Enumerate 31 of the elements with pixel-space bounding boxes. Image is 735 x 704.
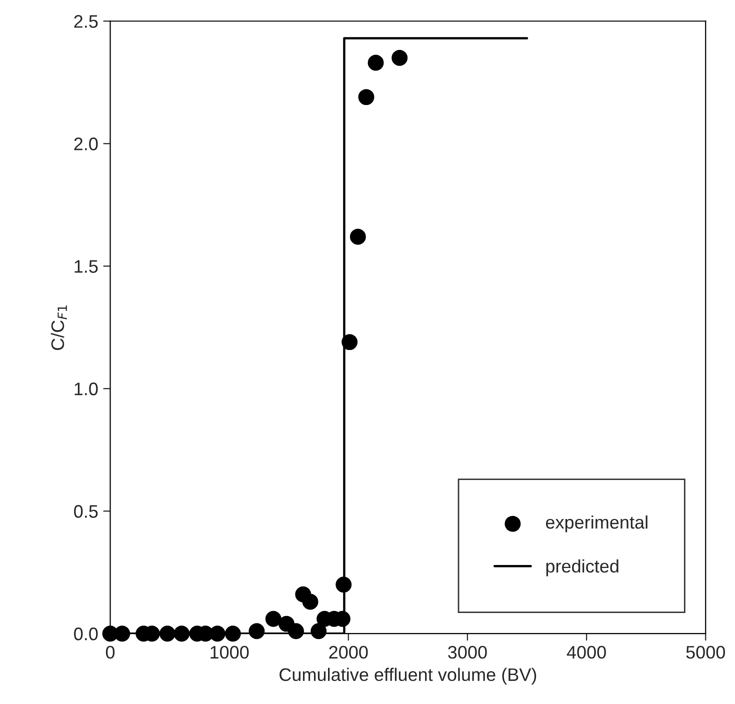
x-tick-label: 4000: [566, 646, 606, 659]
point: [368, 54, 384, 71]
point: [342, 334, 358, 350]
y-axis-title: C/C$_{F1}$: [50, 306, 67, 350]
x-tick-label: 3000: [448, 646, 487, 659]
point: [224, 626, 241, 642]
x-tick-label: 1000: [210, 646, 249, 659]
point: [310, 623, 327, 640]
point: [265, 610, 282, 627]
point: [288, 623, 304, 640]
y-tick-label: 2.5: [74, 15, 98, 28]
point: [302, 594, 318, 610]
y-tick-label: 1.5: [74, 260, 98, 273]
point: [159, 626, 176, 642]
point: [392, 50, 408, 66]
x-tick-label: 0: [106, 646, 115, 659]
point: [336, 576, 352, 593]
point: [174, 626, 190, 642]
legend-label: experimental: [546, 515, 648, 532]
point: [114, 626, 130, 642]
x-axis-title: Cumulative effluent volume (BV): [280, 668, 536, 685]
y-tick-label: 1.0: [74, 382, 98, 396]
point: [358, 89, 374, 106]
y-tick-label: 0.5: [74, 505, 98, 518]
x-tick-label: 5000: [686, 646, 725, 659]
y-tick-label: 2.0: [74, 138, 98, 150]
legend-label: predicted: [546, 559, 618, 576]
x-tick-label: 2000: [329, 646, 368, 659]
y-tick-label: 0.0: [74, 628, 98, 640]
point: [248, 623, 265, 640]
point: [350, 228, 366, 245]
